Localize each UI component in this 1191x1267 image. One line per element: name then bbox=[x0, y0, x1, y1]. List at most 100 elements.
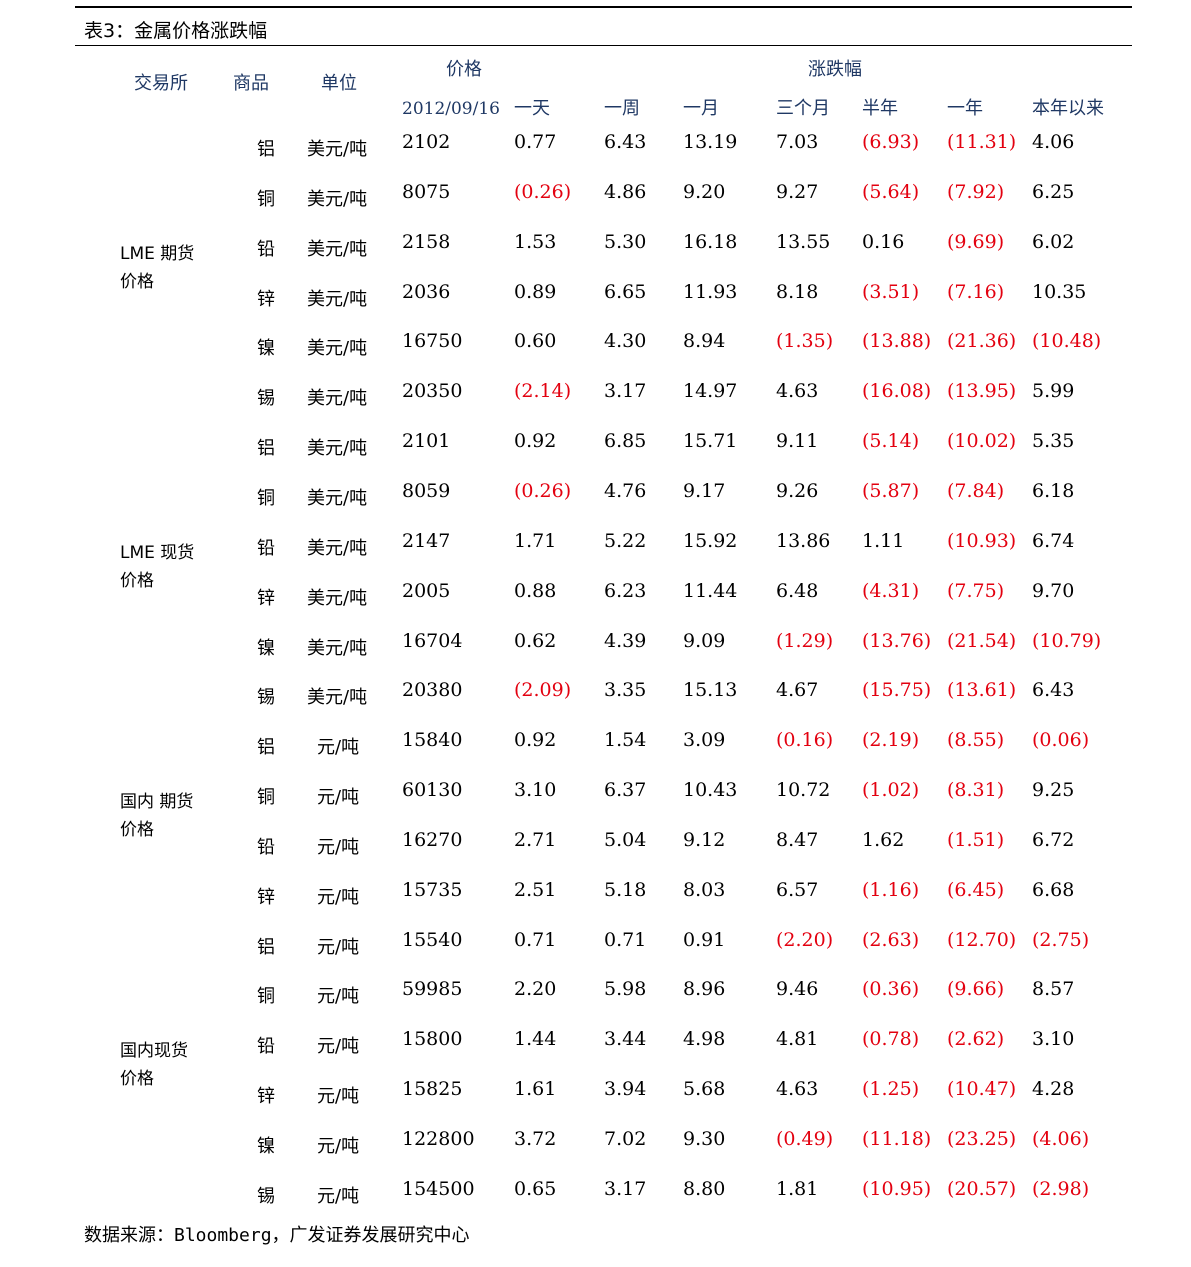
change-cell: (12.70) bbox=[947, 928, 1017, 951]
change-cell: 13.55 bbox=[776, 230, 831, 253]
change-cell: (11.18) bbox=[862, 1128, 932, 1150]
exchange-group-label: LME 现货 价格 bbox=[120, 542, 195, 591]
price-cell: 15800 bbox=[402, 1028, 463, 1051]
commodity-cell: 铝 bbox=[257, 438, 275, 460]
change-cell: 10.72 bbox=[776, 779, 831, 802]
price-cell: 2158 bbox=[402, 230, 451, 253]
change-cell: (9.66) bbox=[947, 978, 1005, 1001]
table-row: 铝 元/吨 15840 0.92 1.54 3.09 (0.16) (2.19) (8.55) (… bbox=[0, 728, 1191, 778]
table-row: 铝 美元/吨 2102 0.77 6.43 13.19 7.03 (6.93) (11.31) 4… bbox=[0, 130, 1191, 180]
price-cell: 8075 bbox=[402, 180, 451, 203]
change-cell: 3.94 bbox=[604, 1078, 647, 1101]
change-cell: 9.27 bbox=[776, 180, 819, 203]
change-cell: 1.44 bbox=[514, 1028, 557, 1051]
unit-cell: 美元/吨 bbox=[307, 238, 368, 260]
change-cell: 11.44 bbox=[683, 579, 738, 602]
change-cell: (13.61) bbox=[947, 679, 1017, 702]
unit-cell: 元/吨 bbox=[317, 1136, 360, 1157]
change-cell: 6.57 bbox=[776, 878, 819, 901]
change-cell: 1.62 bbox=[862, 828, 905, 851]
change-cell: (15.75) bbox=[862, 679, 932, 702]
header-date: 2012/09/16 bbox=[402, 99, 500, 119]
change-cell: 2.71 bbox=[514, 828, 557, 851]
change-cell: 8.03 bbox=[683, 878, 726, 901]
price-cell: 15825 bbox=[402, 1078, 463, 1101]
change-cell: 3.44 bbox=[604, 1028, 647, 1051]
table-row: 锌 元/吨 15825 1.61 3.94 5.68 4.63 (1.25) (10.47) 4.… bbox=[0, 1077, 1191, 1127]
commodity-cell: 铜 bbox=[257, 487, 275, 509]
change-cell: 1.54 bbox=[604, 729, 647, 752]
change-cell: 9.70 bbox=[1032, 579, 1075, 602]
change-cell: (1.16) bbox=[862, 878, 920, 901]
header-period-ytd: 本年以来 bbox=[1032, 98, 1104, 119]
unit-cell: 美元/吨 bbox=[307, 438, 368, 460]
price-cell: 20380 bbox=[402, 679, 463, 702]
price-cell: 2036 bbox=[402, 280, 451, 303]
change-cell: 6.72 bbox=[1032, 828, 1075, 851]
change-cell: 0.65 bbox=[514, 1177, 557, 1200]
change-cell: (10.48) bbox=[1032, 330, 1102, 353]
change-cell: (0.49) bbox=[776, 1128, 834, 1150]
change-cell: 4.63 bbox=[776, 1078, 819, 1101]
change-cell: 1.81 bbox=[776, 1177, 819, 1200]
change-cell: (1.25) bbox=[862, 1078, 920, 1101]
change-cell: (5.14) bbox=[862, 430, 920, 453]
change-cell: 14.97 bbox=[683, 380, 738, 403]
change-cell: 3.17 bbox=[604, 380, 647, 403]
commodity-cell: 铝 bbox=[257, 737, 275, 759]
header-change: 涨跌幅 bbox=[808, 59, 862, 80]
unit-cell: 元/吨 bbox=[317, 936, 360, 958]
change-cell: 9.26 bbox=[776, 479, 819, 502]
change-cell: 0.71 bbox=[514, 928, 557, 951]
commodity-cell: 锌 bbox=[257, 886, 275, 908]
price-cell: 2005 bbox=[402, 579, 451, 602]
price-cell: 59985 bbox=[402, 978, 463, 1001]
unit-cell: 元/吨 bbox=[317, 836, 360, 858]
header-commodity: 商品 bbox=[233, 73, 269, 94]
price-cell: 122800 bbox=[402, 1128, 475, 1150]
change-cell: 4.30 bbox=[604, 330, 647, 353]
price-cell: 20350 bbox=[402, 380, 463, 403]
change-cell: 2.51 bbox=[514, 878, 557, 901]
header-price: 价格 bbox=[446, 59, 482, 80]
change-cell: (3.51) bbox=[862, 280, 920, 303]
commodity-cell: 铅 bbox=[257, 537, 275, 559]
change-cell: 0.89 bbox=[514, 280, 557, 303]
change-cell: 5.99 bbox=[1032, 380, 1075, 403]
commodity-cell: 锌 bbox=[257, 288, 275, 310]
change-cell: 15.13 bbox=[683, 679, 738, 702]
change-cell: 8.80 bbox=[683, 1177, 726, 1200]
change-cell: (5.87) bbox=[862, 479, 920, 502]
table-row: 锡 美元/吨 20380 (2.09) 3.35 15.13 4.67 (15.75) (13.… bbox=[0, 678, 1191, 728]
change-cell: 6.43 bbox=[604, 131, 647, 153]
table-row: 铅 元/吨 15800 1.44 3.44 4.98 4.81 (0.78) (2.62) 3.1… bbox=[0, 1027, 1191, 1077]
change-cell: 4.98 bbox=[683, 1028, 726, 1051]
commodity-cell: 铅 bbox=[257, 238, 275, 260]
unit-cell: 美元/吨 bbox=[307, 139, 368, 160]
price-cell: 15735 bbox=[402, 878, 463, 901]
exchange-group-label: LME 期货 价格 bbox=[120, 243, 195, 292]
change-cell: 6.43 bbox=[1032, 679, 1075, 702]
change-cell: (1.29) bbox=[776, 629, 834, 652]
table-row: 锡 美元/吨 20350 (2.14) 3.17 14.97 4.63 (16.08) (13.… bbox=[0, 379, 1191, 429]
change-cell: 5.22 bbox=[604, 529, 647, 552]
change-cell: 0.60 bbox=[514, 330, 557, 353]
change-cell: 3.10 bbox=[1032, 1028, 1075, 1051]
price-cell: 2101 bbox=[402, 430, 451, 453]
change-cell: 8.96 bbox=[683, 978, 726, 1001]
change-cell: 1.71 bbox=[514, 529, 557, 552]
change-cell: (13.88) bbox=[862, 330, 932, 353]
unit-cell: 美元/吨 bbox=[307, 288, 368, 310]
change-cell: 9.30 bbox=[683, 1128, 726, 1150]
change-cell: 9.25 bbox=[1032, 779, 1075, 802]
change-cell: (11.31) bbox=[947, 131, 1017, 153]
unit-cell: 美元/吨 bbox=[307, 587, 368, 609]
change-cell: 3.17 bbox=[604, 1177, 647, 1200]
change-cell: (21.36) bbox=[947, 330, 1017, 353]
change-cell: 9.17 bbox=[683, 479, 726, 502]
change-cell: (10.95) bbox=[862, 1177, 932, 1200]
change-cell: 6.68 bbox=[1032, 878, 1075, 901]
change-cell: (2.19) bbox=[862, 729, 920, 752]
commodity-cell: 锡 bbox=[257, 1185, 275, 1207]
change-cell: 0.71 bbox=[604, 928, 647, 951]
